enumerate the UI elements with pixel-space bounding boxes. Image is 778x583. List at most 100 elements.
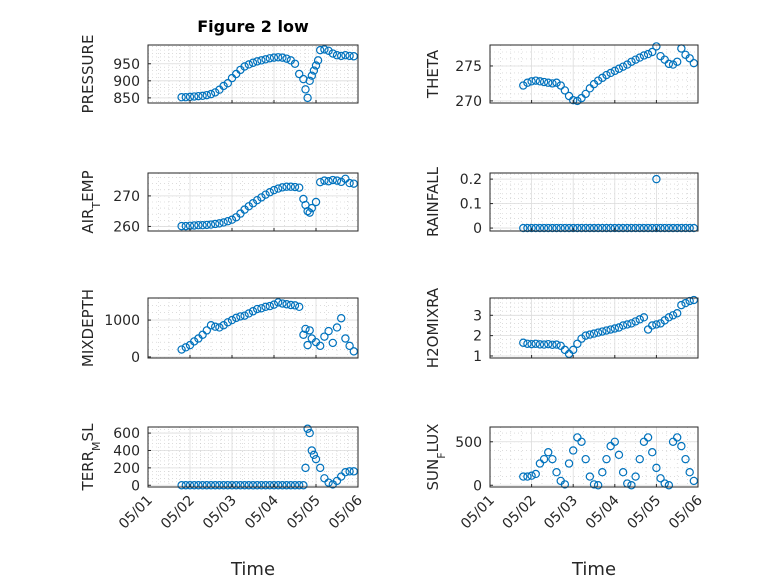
data-point: [278, 481, 287, 490]
data-point: [606, 223, 615, 233]
data-point: [198, 481, 207, 490]
data-point: [539, 223, 549, 233]
data-point: [261, 481, 270, 490]
data-point: [664, 481, 674, 490]
data-point: [282, 54, 291, 63]
data-point: [341, 468, 350, 477]
data-point: [244, 309, 253, 318]
y-tick-label: 260: [113, 219, 140, 235]
axes-frame: [489, 297, 699, 359]
data-point: [253, 304, 262, 314]
data-point: [631, 223, 640, 233]
data-point: [598, 468, 607, 477]
data-point: [548, 223, 557, 233]
data-point: [307, 203, 316, 213]
data-point: [223, 217, 232, 226]
data-point: [282, 182, 291, 191]
subplot-rainfall: 0 0.1 0.2 RAINFALL: [424, 166, 699, 237]
data-point: [689, 58, 699, 68]
data-point: [274, 184, 283, 193]
data-point: [548, 454, 557, 464]
data-point: [648, 223, 657, 233]
data-point: [194, 220, 203, 230]
data-point: [320, 474, 329, 483]
y-tick-label: 3: [473, 308, 482, 324]
data-point: [535, 223, 545, 233]
data-point: [206, 481, 216, 490]
data-point: [206, 89, 216, 99]
data-point: [627, 57, 636, 66]
data-point: [301, 85, 310, 94]
data-point: [324, 177, 333, 186]
data-point: [223, 79, 232, 88]
data-point: [602, 70, 611, 80]
data-point: [569, 345, 578, 355]
axes-frame: [147, 44, 359, 104]
data-point: [274, 53, 283, 62]
data-point: [223, 481, 232, 490]
data-point: [295, 481, 304, 490]
data-point: [593, 223, 603, 233]
data-point: [349, 467, 358, 476]
data-point: [253, 57, 262, 66]
data-point: [341, 174, 350, 183]
data-point: [253, 481, 262, 490]
data-point: [668, 223, 678, 233]
data-point: [261, 302, 270, 312]
data-point: [643, 433, 653, 442]
data-point: [635, 53, 644, 62]
data-point: [677, 441, 686, 451]
data-point: [652, 320, 661, 329]
data-point: [685, 223, 694, 233]
subplot-h2omixra: 1 2 3 H2OMIXRA: [424, 287, 699, 368]
data-point: [189, 92, 199, 101]
data-point: [560, 480, 570, 489]
data-point: [581, 223, 590, 233]
data-point: [593, 481, 603, 490]
data-point: [539, 77, 549, 87]
data-point: [556, 81, 565, 90]
data-point: [681, 454, 690, 464]
data-point: [581, 454, 590, 464]
data-point: [531, 339, 540, 348]
data-point: [349, 179, 358, 188]
data-point: [627, 223, 636, 233]
data-point: [227, 481, 237, 490]
y-tick-label: 600: [113, 426, 140, 442]
data-point: [618, 321, 628, 330]
data-point: [295, 183, 304, 192]
data-point: [685, 54, 694, 63]
data-point: [581, 331, 590, 340]
data-point: [337, 314, 346, 323]
data-point: [311, 197, 321, 207]
data-point: [573, 96, 582, 106]
data-point: [643, 223, 653, 233]
data-point: [282, 481, 291, 490]
data-point: [345, 51, 354, 61]
y-axis-label: RAINFALL: [424, 166, 442, 237]
data-point: [589, 329, 599, 338]
data-point: [189, 481, 199, 490]
data-point: [527, 223, 536, 233]
data-point: [189, 221, 199, 230]
data-point: [257, 193, 266, 202]
data-point: [577, 223, 586, 233]
data-point: [305, 428, 314, 438]
data-point: [544, 78, 553, 87]
data-point: [623, 223, 632, 233]
data-point: [324, 326, 333, 336]
data-point: [248, 307, 258, 316]
data-point: [573, 223, 582, 233]
data-point: [544, 339, 553, 349]
data-point: [227, 215, 237, 224]
axes-frame: [489, 172, 699, 232]
data-point: [593, 328, 603, 337]
x-axis-label: Time: [571, 559, 616, 580]
y-tick-label: 0.2: [460, 172, 482, 188]
data-point: [519, 338, 528, 347]
y-tick-label: 1000: [104, 313, 140, 329]
data-point: [602, 454, 611, 464]
data-point: [194, 481, 203, 490]
data-point: [539, 340, 549, 349]
